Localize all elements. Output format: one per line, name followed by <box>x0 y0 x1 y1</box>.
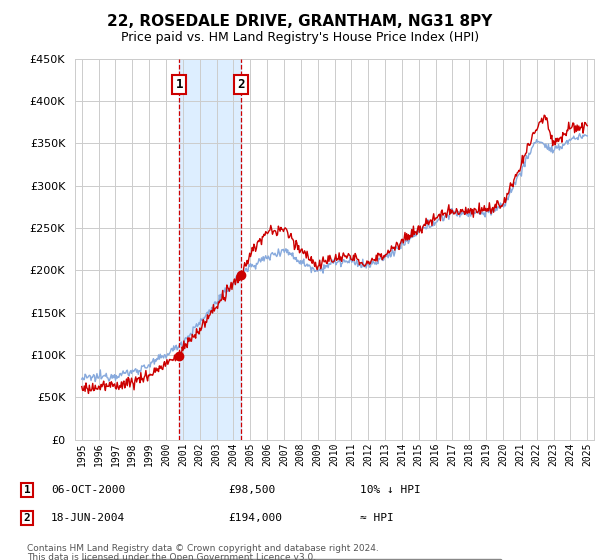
Text: 18-JUN-2004: 18-JUN-2004 <box>51 513 125 523</box>
Text: 10% ↓ HPI: 10% ↓ HPI <box>360 485 421 495</box>
Text: 1: 1 <box>23 485 31 495</box>
Text: 2: 2 <box>238 78 245 91</box>
Text: This data is licensed under the Open Government Licence v3.0.: This data is licensed under the Open Gov… <box>27 553 316 560</box>
Text: ≈ HPI: ≈ HPI <box>360 513 394 523</box>
Text: £98,500: £98,500 <box>228 485 275 495</box>
Text: 1: 1 <box>176 78 183 91</box>
Text: £194,000: £194,000 <box>228 513 282 523</box>
Text: Contains HM Land Registry data © Crown copyright and database right 2024.: Contains HM Land Registry data © Crown c… <box>27 544 379 553</box>
Text: 2: 2 <box>23 513 31 523</box>
Legend: 22, ROSEDALE DRIVE, GRANTHAM, NG31 8PY (detached house), HPI: Average price, det: 22, ROSEDALE DRIVE, GRANTHAM, NG31 8PY (… <box>80 559 502 560</box>
Text: 22, ROSEDALE DRIVE, GRANTHAM, NG31 8PY: 22, ROSEDALE DRIVE, GRANTHAM, NG31 8PY <box>107 14 493 29</box>
Bar <box>179 59 241 440</box>
Text: Price paid vs. HM Land Registry's House Price Index (HPI): Price paid vs. HM Land Registry's House … <box>121 31 479 44</box>
Text: 06-OCT-2000: 06-OCT-2000 <box>51 485 125 495</box>
